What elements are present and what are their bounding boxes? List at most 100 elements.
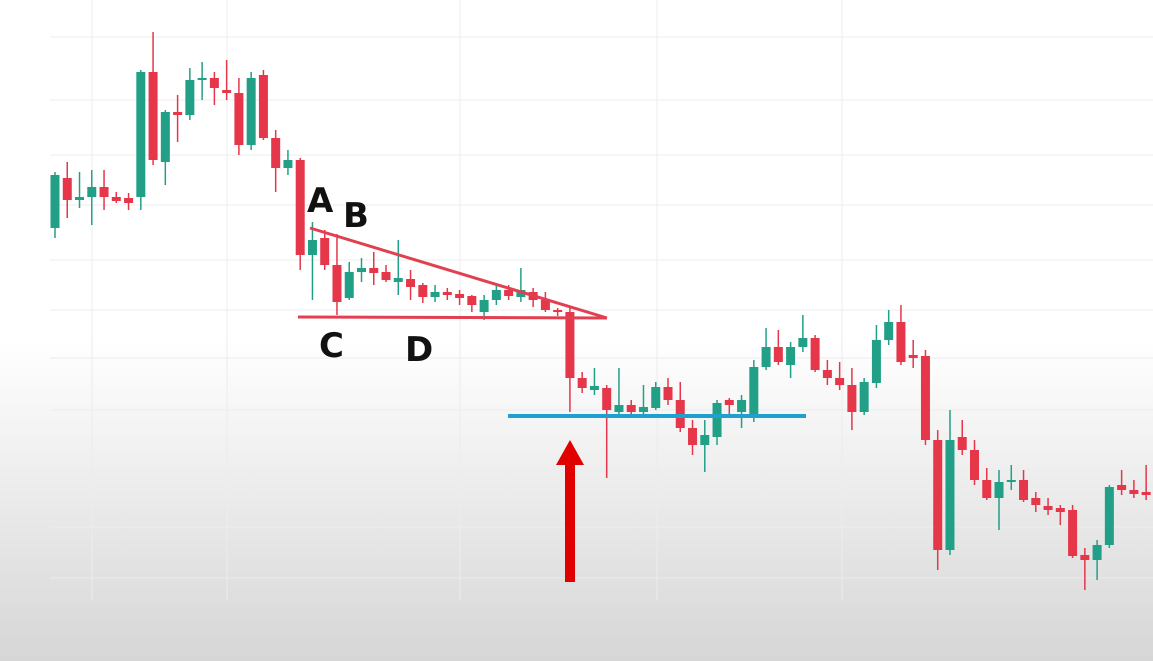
candle-body (369, 268, 379, 273)
candle-body (491, 290, 501, 300)
candles (50, 32, 1151, 590)
candle-body (148, 72, 158, 160)
candle-body (455, 294, 465, 298)
candle-body (749, 367, 759, 418)
candle-body (246, 78, 256, 145)
candle-body (1080, 555, 1090, 560)
candle-body (602, 388, 612, 410)
candle-body (847, 385, 857, 412)
candle-body (871, 340, 881, 383)
triangle-lower-line (297, 315, 608, 320)
candle-body (540, 300, 550, 310)
candle-body (307, 240, 317, 255)
candle-body (737, 400, 747, 412)
candle-body (357, 268, 366, 272)
triangle-upper-line (309, 226, 608, 320)
candle-body (381, 272, 391, 280)
label-c: C (319, 326, 344, 366)
candle-body (553, 310, 563, 312)
candle-body (822, 370, 832, 378)
candle-body (173, 112, 183, 115)
candle-body (1006, 480, 1016, 482)
candle-body (160, 112, 170, 162)
candle-body (786, 347, 796, 365)
candle-body (957, 437, 967, 450)
candle-body (663, 387, 673, 400)
candle-body (418, 285, 428, 297)
candle-body (320, 238, 330, 265)
candle-body (908, 355, 918, 358)
arrow-shaft (565, 462, 575, 582)
candle-body (859, 382, 869, 412)
candle-body (62, 178, 72, 200)
label-a: A (307, 181, 334, 221)
candle-body (258, 75, 268, 138)
candle-body (896, 322, 906, 362)
candle-body (344, 272, 354, 298)
candle-body (688, 428, 698, 445)
candle-body (700, 435, 710, 445)
candle-body (1104, 487, 1114, 545)
annotations: A B C D (297, 181, 806, 582)
candle-body (724, 400, 734, 405)
candle-body (994, 482, 1004, 498)
candle-body (467, 296, 477, 305)
candle-body (430, 292, 440, 297)
candle-body (124, 198, 134, 203)
candle-body (589, 386, 599, 390)
candle-body (577, 378, 587, 388)
candle-body (712, 403, 722, 437)
candle-body (933, 440, 943, 550)
candle-body (773, 347, 783, 362)
candle-body (1055, 508, 1065, 512)
candle-body (920, 356, 930, 440)
candle-body (565, 312, 575, 378)
candle-body (75, 197, 85, 200)
candle-body (406, 279, 416, 287)
candle-body (651, 387, 661, 408)
candle-body (479, 300, 489, 312)
label-b: B (343, 196, 369, 236)
candle-body (1043, 506, 1053, 510)
grid (50, 0, 1153, 600)
candle-body (332, 265, 342, 302)
candle-body (197, 78, 207, 80)
candle-body (884, 322, 894, 340)
candle-body (136, 72, 146, 197)
candle-body (810, 338, 820, 370)
candle-body (945, 440, 955, 550)
candle-body (626, 405, 636, 412)
candle-body (1117, 485, 1127, 490)
candle-body (835, 378, 845, 385)
candle-body (442, 292, 452, 295)
arrow-head (556, 440, 584, 465)
candle-body (1129, 490, 1139, 494)
candle-body (1031, 498, 1041, 505)
candle-body (1019, 480, 1029, 500)
candle-body (970, 450, 979, 480)
candle-body (1068, 510, 1078, 556)
candle-body (638, 407, 648, 412)
candle-body (798, 338, 808, 347)
candle-body (1141, 492, 1151, 495)
label-d: D (405, 330, 433, 370)
candle-body (209, 78, 219, 88)
candle-body (222, 90, 232, 93)
candle-body (504, 290, 514, 296)
candle-body (1092, 545, 1102, 560)
candle-body (761, 347, 771, 367)
candle-body (185, 80, 195, 115)
candle-body (516, 290, 526, 297)
candle-body (234, 93, 244, 145)
candle-body (283, 160, 293, 168)
candle-body (295, 160, 305, 255)
candle-body (271, 138, 281, 168)
candle-body (393, 278, 403, 282)
candle-body (111, 197, 121, 201)
candle-body (982, 480, 992, 498)
candle-body (99, 187, 109, 197)
candle-body (87, 187, 97, 197)
candle-body (614, 405, 624, 412)
candle-body (50, 175, 60, 228)
